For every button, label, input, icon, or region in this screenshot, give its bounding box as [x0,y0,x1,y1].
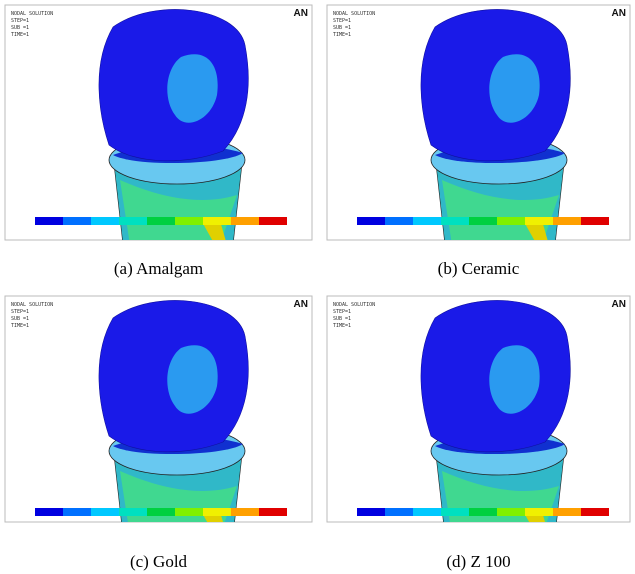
legend-swatch [231,508,259,516]
legend-swatch [175,217,203,225]
header-text: TIME=1 [11,323,29,329]
legend-swatch [413,508,441,516]
caption: (d) Z 100 [446,552,510,571]
legend-swatch [469,217,497,225]
header-text: STEP=1 [333,18,351,24]
header-text: TIME=1 [11,32,29,38]
header-text: NODAL SOLUTION [333,11,375,17]
caption: (c) Gold [130,552,188,571]
header-text: TIME=1 [333,32,351,38]
legend-swatch [91,217,119,225]
legend-swatch [413,217,441,225]
legend-swatch [203,508,231,516]
legend-swatch [147,217,175,225]
header-text: NODAL SOLUTION [11,302,53,308]
legend-swatch [357,508,385,516]
legend-swatch [35,508,63,516]
legend-swatch [553,508,581,516]
header-text: STEP=1 [333,309,351,315]
figure: NODAL SOLUTIONSTEP=1SUB =1TIME=1AN(a) Am… [0,0,635,574]
caption: (b) Ceramic [438,259,520,278]
logo: AN [294,8,308,19]
legend-swatch [175,508,203,516]
header-text: NODAL SOLUTION [333,302,375,308]
legend-swatch [525,508,553,516]
header-text: STEP=1 [11,18,29,24]
legend-swatch [385,508,413,516]
legend-swatch [203,217,231,225]
legend-swatch [259,508,287,516]
legend-swatch [63,508,91,516]
logo: AN [612,8,626,19]
caption: (a) Amalgam [114,259,203,278]
header-text: SUB =1 [333,25,351,31]
logo: AN [612,299,626,310]
legend-swatch [35,217,63,225]
legend-swatch [497,508,525,516]
legend-swatch [385,217,413,225]
legend-swatch [231,217,259,225]
legend-swatch [63,217,91,225]
legend-swatch [147,508,175,516]
logo: AN [294,299,308,310]
legend-swatch [441,508,469,516]
legend-swatch [525,217,553,225]
legend-swatch [91,508,119,516]
legend-swatch [119,217,147,225]
header-text: NODAL SOLUTION [11,11,53,17]
legend-swatch [441,217,469,225]
legend-swatch [553,217,581,225]
legend-swatch [581,508,609,516]
legend-swatch [581,217,609,225]
legend-swatch [469,508,497,516]
legend-swatch [497,217,525,225]
legend-swatch [357,217,385,225]
header-text: SUB =1 [333,316,351,322]
legend-swatch [259,217,287,225]
header-text: SUB =1 [11,25,29,31]
legend-swatch [119,508,147,516]
header-text: SUB =1 [11,316,29,322]
header-text: STEP=1 [11,309,29,315]
header-text: TIME=1 [333,323,351,329]
